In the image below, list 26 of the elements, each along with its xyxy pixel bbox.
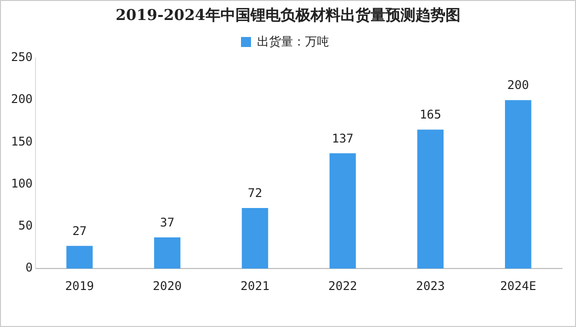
bar bbox=[242, 208, 268, 269]
bar bbox=[504, 100, 532, 269]
y-tick-label: 50 bbox=[18, 218, 33, 233]
data-label: 37 bbox=[160, 216, 174, 230]
bar bbox=[66, 246, 93, 269]
chart-title: 2019-2024年中国锂电负极材料出货量预测趋势图 bbox=[114, 6, 462, 25]
legend-label: 出货量：万吨 bbox=[257, 34, 329, 48]
x-tick-label: 2021 bbox=[240, 278, 270, 293]
x-tick-label: 2024E bbox=[500, 278, 536, 293]
bar bbox=[330, 153, 356, 269]
y-tick-label: 0 bbox=[25, 260, 33, 275]
data-label: 27 bbox=[72, 224, 87, 238]
x-tick-label: 2022 bbox=[328, 278, 358, 293]
data-label: 200 bbox=[507, 78, 529, 92]
y-tick-label: 250 bbox=[10, 50, 33, 64]
data-label: 72 bbox=[248, 186, 262, 200]
bar bbox=[154, 237, 180, 269]
x-tick-label: 2023 bbox=[416, 278, 445, 293]
y-tick-label: 100 bbox=[10, 176, 33, 190]
y-tick-label: 150 bbox=[10, 134, 33, 148]
bar bbox=[417, 130, 444, 269]
y-tick-label: 200 bbox=[10, 92, 33, 106]
x-tick-label: 2019 bbox=[65, 278, 94, 293]
data-label: 137 bbox=[332, 131, 354, 146]
data-label: 165 bbox=[420, 108, 442, 122]
x-tick-label: 2020 bbox=[152, 278, 182, 293]
